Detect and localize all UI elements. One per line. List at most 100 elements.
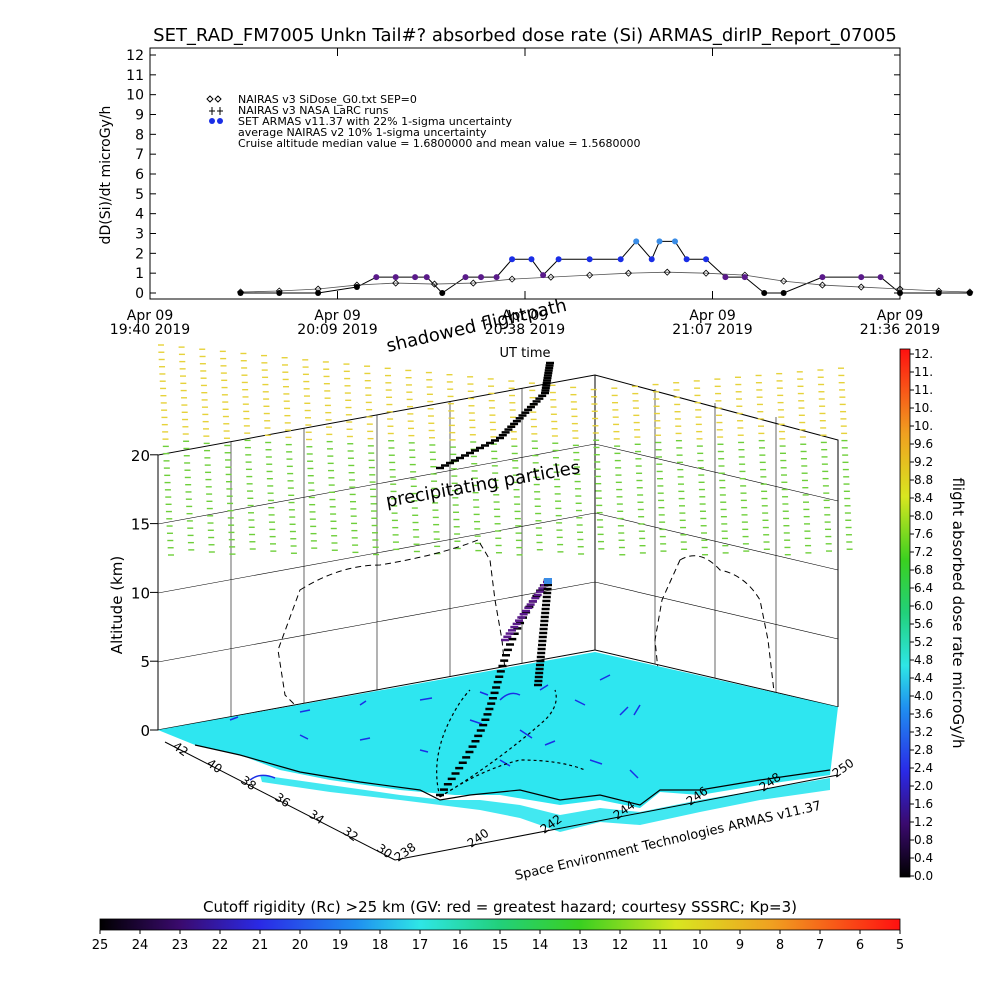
dose-colorbar-tick-label: 3.2 (914, 725, 933, 739)
cutoff-colorbar-tick-label: 6 (856, 938, 864, 953)
cutoff-colorbar-tick-label: 7 (816, 938, 824, 953)
dose-colorbar-tick-label: 10. (914, 401, 933, 415)
ocean-land-surface (158, 652, 838, 808)
dose-y-tick-label: 6 (135, 167, 144, 183)
armas-point (877, 274, 884, 281)
dose-x-tick-time: 20:09 2019 (297, 322, 377, 338)
altitude-ticks: 0 5 10 15 20 (131, 447, 158, 740)
cutoff-colorbar-gradient (99, 918, 901, 931)
terrain-contours (229, 674, 641, 781)
flight-path-3d (436, 578, 552, 797)
armas-point (392, 274, 399, 281)
dose-y-tick-label: 12 (126, 48, 144, 64)
legend-entry-nairas-sidose: NAIRAS v3 SiDose_G0.txt SEP=0 (206, 93, 417, 106)
dose-x-tick-date: Apr 09 (877, 308, 923, 324)
dose-y-tick-label: 7 (135, 147, 144, 163)
dose-colorbar-tick-label: 0.0 (914, 869, 933, 883)
armas-point (617, 256, 624, 263)
nairas-point (818, 281, 826, 289)
dose-colorbar-tick-label: 2.0 (914, 779, 933, 793)
armas-point (509, 256, 516, 263)
armas-point (528, 256, 535, 263)
latitude-tick-label: 40 (204, 756, 225, 776)
dose-colorbar-tick-label: 8.8 (914, 473, 933, 487)
cutoff-colorbar-tick-label: 16 (452, 938, 469, 953)
dose-y-tick-label: 1 (135, 266, 144, 282)
coastline (194, 744, 831, 806)
chart-title: SET_RAD_FM7005 Unkn Tail#? absorbed dose… (153, 25, 897, 46)
cutoff-colorbar-tick-label: 13 (572, 938, 589, 953)
armas-point (353, 284, 360, 291)
armas-point (780, 290, 787, 296)
cutoff-colorbar-tick-label: 8 (776, 938, 784, 953)
cutoff-colorbar-tick-label: 20 (292, 938, 309, 953)
armas-point (741, 274, 748, 281)
armas-point (276, 290, 283, 296)
dose-colorbar-tick-label: 1.6 (914, 797, 933, 811)
nairas-point (586, 271, 594, 279)
dose-colorbar-tick-label: 7.2 (914, 545, 933, 559)
ground-track (436, 689, 586, 798)
cutoff-colorbar-tick-label: 22 (212, 938, 229, 953)
dose-y-tick-label: 4 (135, 207, 144, 223)
legend-label-nairas-v2: average NAIRAS v2 10% 1-sigma uncertaint… (238, 126, 487, 139)
armas-point (423, 274, 430, 281)
cutoff-colorbar-tick-label: 23 (172, 938, 189, 953)
dose-colorbar-label: flight absorbed dose rate microGy/h (949, 477, 967, 748)
ground-map (158, 652, 838, 832)
nairas-point (702, 269, 710, 277)
armas-point (462, 274, 469, 281)
altitude-axis-label: Altitude (km) (108, 556, 126, 654)
flight-3d-panel: shadowed flightpath precipitating partic… (108, 295, 856, 884)
armas-point (683, 256, 690, 263)
altitude-tick-label: 20 (131, 447, 150, 465)
dose-colorbar-tick-label: 9.2 (914, 455, 933, 469)
coastline-shelf (260, 775, 830, 832)
dose-colorbar-tick-label: 4.0 (914, 689, 933, 703)
dose-y-tick-label: 3 (135, 227, 144, 243)
nairas-point (392, 279, 400, 287)
left-wall-path-projection (277, 539, 506, 711)
legend-cruise-summary: Cruise altitude median value = 1.6800000… (238, 137, 641, 150)
cutoff-colorbar-tick-label: 21 (252, 938, 269, 953)
armas-point (439, 290, 446, 296)
dose-colorbar-tick-label: 5.2 (914, 635, 933, 649)
armas-point (586, 256, 593, 263)
armas-point (540, 272, 547, 279)
cutoff-colorbar-tick-label: 9 (736, 938, 744, 953)
dose-colorbar-tick-label: 2.8 (914, 743, 933, 757)
latitude-axis (164, 741, 396, 861)
dose-x-tick-date: Apr 09 (502, 308, 548, 324)
armas-point (761, 290, 768, 296)
armas-point (555, 256, 562, 263)
dose-x-tick-time: 19:40 2019 (110, 322, 190, 338)
armas-point (966, 290, 973, 296)
dose-colorbar-tick-label: 0.4 (914, 851, 933, 865)
dose-legend: NAIRAS v3 SiDose_G0.txt SEP=0 NAIRAS v3 … (206, 93, 641, 150)
armas-point (672, 238, 678, 245)
cutoff-colorbar-tick-label: 11 (652, 938, 669, 953)
dose-colorbar-tick-label: 0.8 (914, 833, 933, 847)
dose-series-group (236, 238, 974, 296)
dose-y-tick-label: 9 (135, 108, 144, 124)
dose-y-tick-label: 2 (135, 246, 144, 262)
armas-point (897, 290, 903, 296)
precipitating-particles-field (158, 344, 853, 556)
altitude-tick-label: 5 (140, 653, 150, 671)
dose-colorbar-tick-label: 10. (914, 419, 933, 433)
dose-colorbar-tick-label: 7.6 (914, 527, 933, 541)
nairas-point (780, 277, 788, 285)
dose-x-tick-time: 21:36 2019 (860, 322, 940, 338)
cutoff-rigidity-colorbar: Cutoff rigidity (Rc) >25 km (GV: red = g… (92, 898, 904, 953)
right-wall-floor-edge (594, 649, 839, 708)
armas-point (648, 256, 655, 263)
armas-point (412, 274, 419, 281)
dose-colorbar-tick-label: 8.4 (914, 491, 933, 505)
armas-point (373, 274, 380, 281)
armas-point (656, 238, 663, 245)
dose-y-tick-label: 11 (126, 68, 144, 84)
dose-colorbar-tick-label: 6.4 (914, 581, 933, 595)
